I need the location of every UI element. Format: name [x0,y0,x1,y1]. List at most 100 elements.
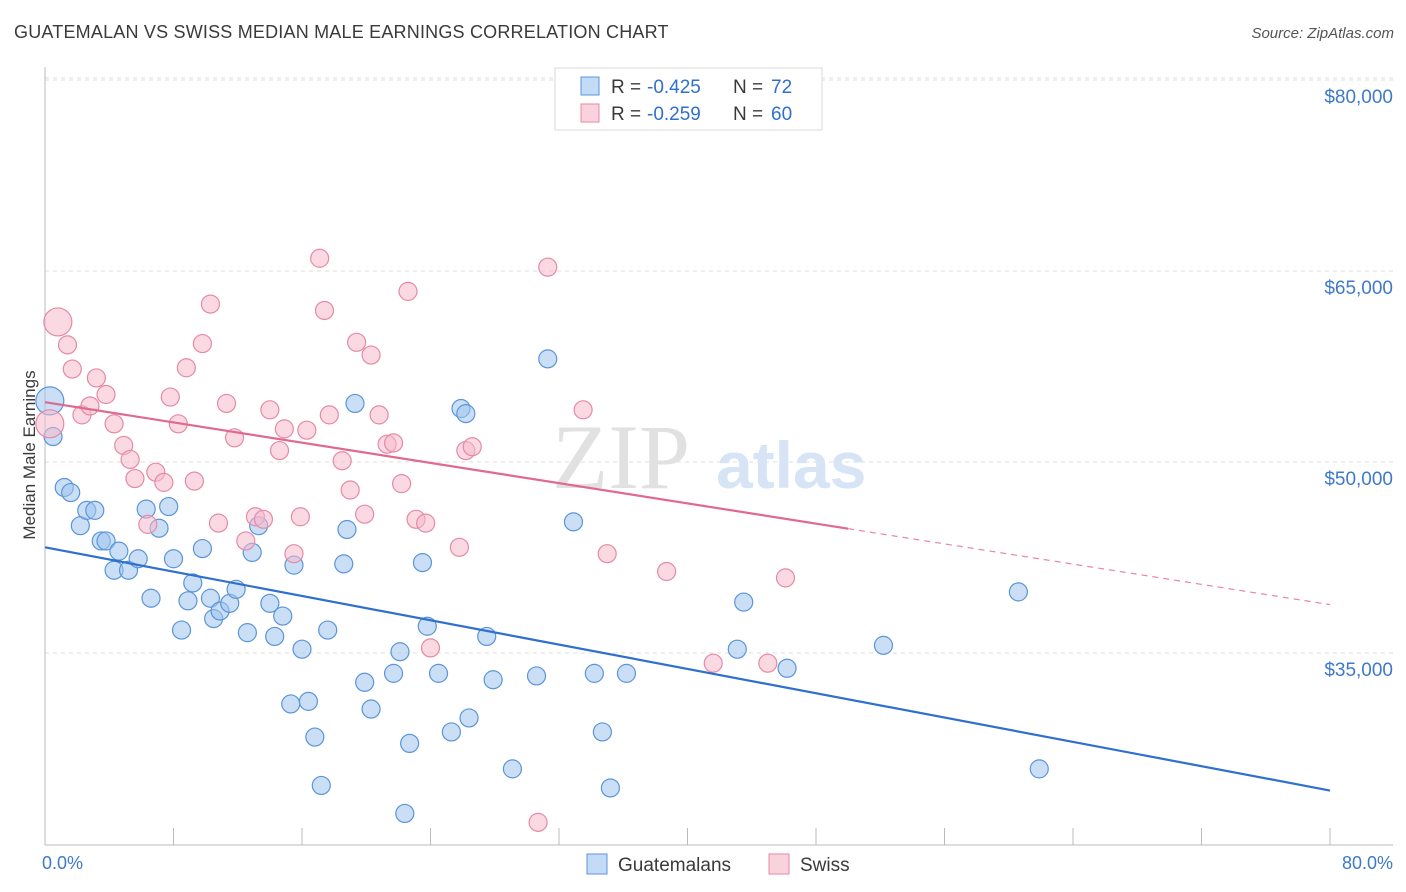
guatemalan-point [334,554,354,574]
guatemalan-point [777,658,797,678]
swiss-point [703,653,723,673]
swiss-point [154,472,174,492]
trend-layer [44,401,1331,792]
guatemalan-point [734,592,754,612]
guatemalan-point [355,672,375,692]
swiss-point [573,400,593,420]
legend-bottom-swatch-guatemalans [586,853,608,875]
guatemalan-point [273,606,293,626]
legend-n-label: N = [733,77,763,98]
swiss-point [62,359,82,379]
swiss-point [236,531,256,551]
swiss-point [86,368,107,388]
guatemalan-point [592,722,612,742]
watermark-atlas: atlas [716,428,866,502]
x-tick-label-max: 80.0% [1342,853,1393,873]
guatemalan-point [483,670,503,690]
guatemalan-point [292,639,312,659]
guatemalan-point [727,639,747,659]
guatemalan-point [318,620,338,640]
legend-top: R = -0.425 N = 72 R = -0.259 N = 60 [554,67,823,131]
swiss-point [216,393,237,414]
guatemalan-point [96,531,116,551]
y-axis-label: Median Male Earnings [20,370,39,539]
swiss-point [125,468,145,489]
y-tick-label: $65,000 [1324,278,1393,299]
legend-r-label: R = [611,77,641,98]
guatemalan-point [265,626,285,647]
guatemalan-point [1008,582,1028,602]
guatemalan-point [412,552,433,573]
swiss-point [284,544,304,564]
guatemalan-point [192,538,213,559]
legend-n-value: 60 [771,104,792,125]
legend-bottom-label-guatemalans: Guatemalans [618,855,731,876]
swiss-point [138,514,158,534]
guatemalan-point [305,727,325,747]
swiss-point [657,561,677,582]
swiss-point [57,335,78,355]
guatemalan-point [616,663,637,683]
grid-layer [45,77,1393,654]
swiss-point [260,400,280,420]
guatemalan-point [600,778,621,798]
chart-title: GUATEMALAN VS SWISS MEDIAN MALE EARNINGS… [14,22,669,42]
swiss-point [398,281,418,301]
swiss-point [43,307,73,337]
swiss-point [192,333,213,354]
swiss-point [383,433,404,453]
guatemalan-point [178,591,198,611]
guatemalan-point [563,512,584,532]
legend-r-value: -0.259 [647,104,701,125]
guatemalan-point [171,620,192,640]
guatemalan-point [163,549,184,569]
swiss-point [80,396,100,416]
guatemalan-point [417,616,437,636]
source-label: Source: ZipAtlas.com [1251,25,1394,42]
swiss-point [332,451,352,471]
swiss-point [758,653,778,673]
legend-r-label: R = [611,104,641,125]
x-tick-label-min: 0.0% [42,853,83,873]
swiss-point [462,437,482,457]
swiss-trend-line-extension [848,528,1331,606]
swiss-point [184,471,204,491]
watermark-zip: ZIP [552,406,690,508]
guatemalan-point [395,803,415,824]
watermark: ZIP atlas [552,406,866,508]
guatemalan-point [61,482,81,503]
guatemalan-point [383,663,404,683]
guatemalan-point [237,623,257,643]
swiss-point [597,544,617,564]
swiss-point [208,513,229,533]
swiss-point [361,345,381,365]
swiss-point [274,419,294,439]
guatemalan-point [390,642,410,662]
swiss-point [160,387,180,407]
swiss-point [314,300,335,321]
swiss-point [176,358,196,378]
swiss-point [420,638,441,658]
swiss-point [200,294,221,314]
guatemalan-point [428,663,449,683]
guatemalan-point [141,588,161,608]
guatemalan-point [361,699,381,719]
guatemalan-point [459,708,479,728]
guatemalan-point [281,694,301,714]
guatemalan-point [109,541,129,561]
legend-n-value: 72 [771,77,792,98]
guatemalan-point [183,573,203,593]
swiss-point [369,405,389,425]
guatemalan-trend-line [44,546,1331,792]
guatemalan-point [337,519,357,540]
swiss-point [347,332,367,352]
y-tick-label: $35,000 [1324,660,1393,681]
guatemalan-point [400,733,420,754]
swiss-point [355,504,375,524]
swiss-point [96,384,116,405]
swiss-point [253,509,274,529]
guatemalan-point [85,500,105,520]
guatemalan-point [441,722,461,742]
legend-swatch-pink [580,103,600,123]
